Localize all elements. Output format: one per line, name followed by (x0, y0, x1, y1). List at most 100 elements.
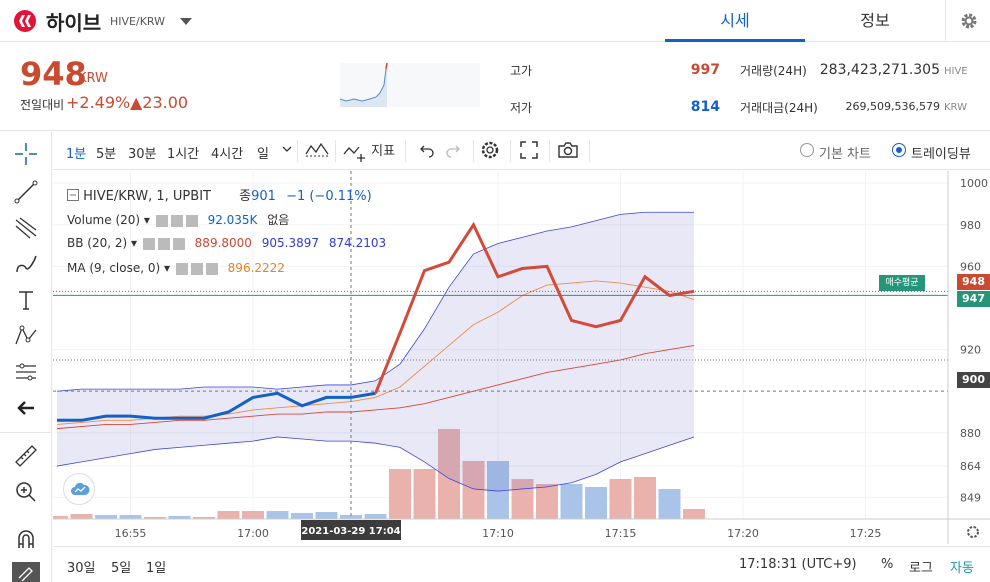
trendline-tool-button[interactable] (12, 178, 40, 206)
fib-tool-button[interactable] (12, 214, 40, 242)
basic-chart-radio[interactable] (800, 143, 814, 157)
gear-icon (481, 141, 499, 159)
undo-icon (420, 145, 434, 158)
y-tick-label: 864 (960, 460, 981, 473)
x-tick-label: 17:10 (482, 527, 514, 540)
indicator-controls-icon[interactable] (174, 262, 224, 275)
screenshot-button[interactable] (557, 140, 579, 164)
text-tool-button[interactable] (12, 286, 40, 314)
zoom-in-icon (16, 482, 36, 502)
low-value: 814 (690, 99, 720, 115)
volume-bar (193, 517, 215, 519)
axis-gear-icon[interactable] (967, 526, 979, 538)
chart-settings-button[interactable] (480, 140, 500, 164)
log-toggle[interactable]: 로그 (909, 561, 933, 576)
volume-label: 거래량(24H) (740, 64, 807, 78)
indicator-controls-icon[interactable] (154, 214, 204, 227)
interval-30m[interactable]: 30분 (128, 147, 157, 162)
current-price-tag: 948 (957, 274, 990, 290)
magnet-tool-button[interactable] (12, 526, 40, 554)
price-chart-svg[interactable]: 1000 980 960 920 880 864 849 16:55 17:00 17:10 17:… (53, 171, 990, 546)
pencil-lock-icon (18, 567, 33, 582)
bb-lower-line (56, 436, 695, 492)
range-5d[interactable]: 5일 (111, 561, 132, 576)
tab-info[interactable]: 정보 (860, 11, 890, 30)
interval-1h[interactable]: 1시간 (167, 147, 200, 162)
price-unit: KRW (78, 71, 108, 86)
trading-view-label[interactable]: 트레이딩뷰 (911, 147, 971, 162)
interval-4h[interactable]: 4시간 (211, 147, 244, 162)
pitchfork-icon (15, 217, 37, 239)
pattern-tool-button[interactable] (12, 322, 40, 350)
price-chart[interactable]: 1000 980 960 920 880 864 849 16:55 17:00 17:10 17:… (53, 171, 990, 546)
auto-toggle[interactable]: 자동 (950, 561, 974, 576)
interval-day[interactable]: 일 (257, 147, 269, 162)
interval-dropdown[interactable] (282, 141, 292, 161)
amount-value: 269,509,536,579 (845, 100, 940, 113)
volume-bar (70, 514, 93, 519)
undo-button[interactable] (417, 141, 435, 163)
volume-bar (683, 509, 705, 519)
top-bar: 하이브 HIVE/KRW 시세 정보 (0, 0, 990, 42)
settings-button[interactable] (945, 0, 990, 42)
y-tick-label: 980 (960, 219, 981, 232)
zoom-tool-button[interactable] (12, 478, 40, 506)
volume-bar (560, 484, 583, 519)
volume-bar (438, 429, 460, 519)
ruler-tool-button[interactable] (12, 442, 40, 470)
forecast-icon (16, 363, 36, 381)
fullscreen-button[interactable] (519, 140, 539, 164)
current-price: 948 (20, 55, 87, 93)
tab-quote[interactable]: 시세 (665, 0, 805, 42)
y-tick-label: 920 (960, 344, 981, 357)
volume-bar (487, 461, 509, 519)
chevron-down-icon (282, 146, 292, 152)
indicator-button[interactable]: 지표 (343, 140, 395, 162)
ruler-icon (15, 445, 37, 467)
low-label: 저가 (510, 101, 533, 115)
brush-tool-button[interactable] (12, 250, 40, 278)
x-tick-label: 17:00 (237, 527, 269, 540)
drawing-toolbar (0, 132, 52, 582)
indicator-controls-icon[interactable] (141, 237, 191, 250)
volume-bar (585, 487, 607, 519)
fullscreen-icon (520, 141, 538, 159)
legend-ma: MA (9, close, 0) ▾ 896.2222 (67, 261, 285, 275)
legend-close-value: 901 (251, 189, 276, 204)
prediction-tool-button[interactable] (12, 358, 40, 386)
interval-1m[interactable]: 1분 (66, 147, 87, 162)
lock-tool-button[interactable] (12, 562, 40, 582)
crosshair-price-tag: 900 (957, 372, 990, 388)
indicator-label: 지표 (371, 144, 396, 159)
chart-type-button[interactable] (305, 140, 329, 164)
crosshair-icon (15, 143, 37, 165)
trendline-icon (14, 180, 38, 204)
trading-view-radio[interactable] (892, 143, 906, 157)
line-chart-icon (305, 142, 329, 157)
clock-time[interactable]: 17:18:31 (UTC+9) (739, 557, 857, 572)
range-1d[interactable]: 1일 (146, 561, 167, 576)
amount-unit: KRW (944, 102, 967, 113)
percent-toggle[interactable]: % (881, 557, 894, 572)
avg-buy-tag: 947 (957, 291, 990, 307)
interval-5m[interactable]: 5분 (96, 147, 117, 162)
amount-label: 거래대금(24H) (740, 101, 818, 115)
indicator-icon (343, 146, 365, 162)
redo-button[interactable] (445, 141, 463, 163)
bollinger-band (57, 212, 694, 492)
x-tick-label: 17:25 (850, 527, 882, 540)
volume-bar (413, 469, 436, 519)
volume-bar (168, 516, 191, 519)
y-tick-label: 960 (960, 260, 981, 273)
basic-chart-label[interactable]: 기본 차트 (819, 147, 871, 162)
crosshair-tool-button[interactable] (12, 140, 40, 168)
volume-bar (217, 511, 240, 519)
legend-ma-label: MA (9, close, 0) (67, 261, 161, 275)
range-30d[interactable]: 30일 (67, 561, 96, 576)
chevron-down-icon[interactable] (180, 18, 192, 25)
gear-icon (961, 13, 977, 29)
cloud-save-button[interactable] (63, 473, 95, 505)
x-tick-label: 17:20 (727, 527, 759, 540)
hive-logo-icon (14, 10, 36, 32)
back-button[interactable] (12, 394, 40, 422)
